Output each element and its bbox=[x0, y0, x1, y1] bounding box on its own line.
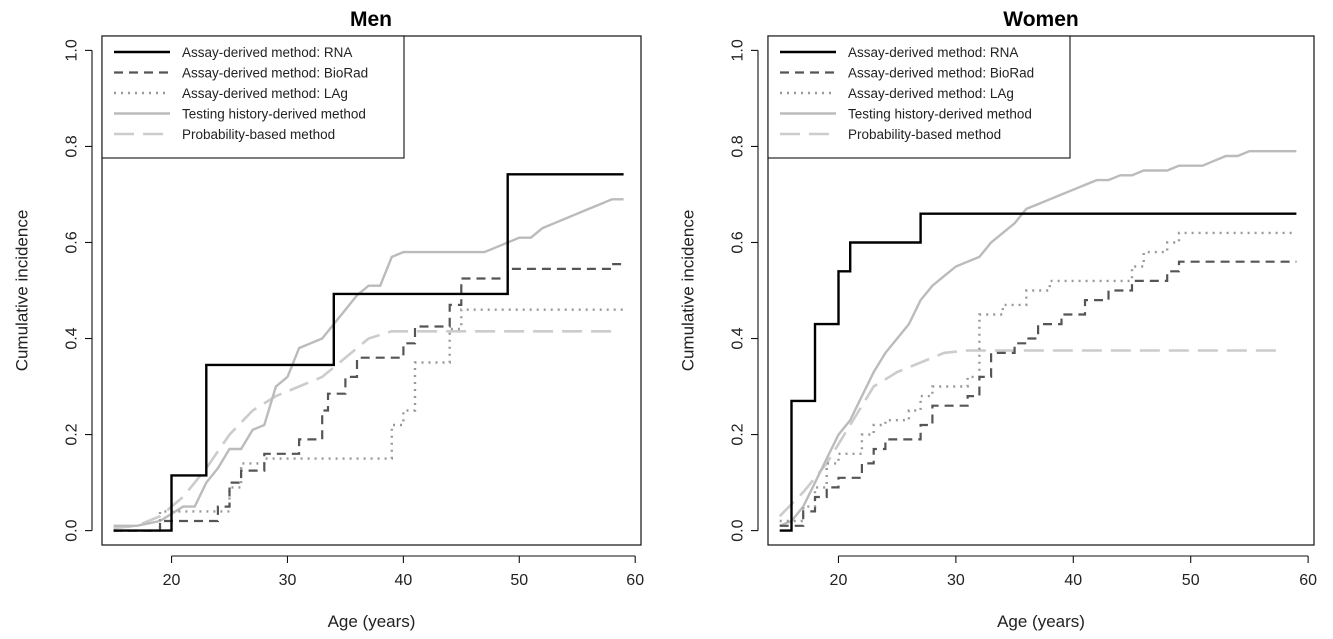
panel-1-y-tick-label: 0.8 bbox=[64, 135, 81, 157]
panel-1-series-line-probability-based-method bbox=[113, 329, 612, 530]
panel-2-y-tick-label: 0.0 bbox=[730, 519, 747, 541]
panel-2-series-line-assay-derived-method-rna bbox=[779, 212, 1297, 532]
panel-1-x-tick-label: 60 bbox=[626, 572, 644, 589]
panel-2-y-tick-label: 1.0 bbox=[730, 39, 747, 61]
panel-1-title: Men bbox=[350, 8, 392, 31]
panel-1-y-tick-label: 0.0 bbox=[64, 519, 81, 541]
panel-2-x-tick-label: 50 bbox=[1182, 572, 1200, 589]
panel-2-legend-label: Assay-derived method: LAg bbox=[848, 86, 1014, 101]
panel-2-legend-box bbox=[767, 35, 1071, 159]
panel-2-y-tick-label: 0.6 bbox=[730, 231, 747, 253]
panel-2-y-tick-label: 0.4 bbox=[730, 327, 747, 349]
panel-1-series-line-testing-history-derived-method bbox=[113, 198, 624, 527]
panel-1-legend-box bbox=[101, 35, 405, 159]
panel-2-series-line-probability-based-method bbox=[778, 349, 1285, 518]
panel-2-x-tick-label: 20 bbox=[830, 572, 848, 589]
panel-2-series-line-assay-derived-method-biorad bbox=[779, 260, 1297, 527]
panel-2-legend-label: Probability-based method bbox=[848, 127, 1001, 142]
panel-2-series-line-testing-history-derived-method bbox=[779, 149, 1297, 527]
panel-2-x-tick-label: 30 bbox=[947, 572, 965, 589]
panel-2-legend-label: Assay-derived method: BioRad bbox=[848, 66, 1034, 81]
panel-2-y-tick-label: 0.2 bbox=[730, 423, 747, 445]
panel-1-y-tick-label: 1.0 bbox=[64, 39, 81, 61]
panel-1-series-line-assay-derived-method-biorad bbox=[113, 261, 625, 532]
panel-1-series-line-assay-derived-method-rna bbox=[113, 173, 624, 532]
panel-1-series-line-assay-derived-method-lag bbox=[113, 308, 624, 532]
panel-1-x-tick-label: 40 bbox=[394, 572, 412, 589]
panel-1-y-tick-label: 0.6 bbox=[64, 231, 81, 253]
panel-2-legend-label: Testing history-derived method bbox=[848, 107, 1032, 122]
panel-2-series-line-assay-derived-method-lag bbox=[779, 231, 1297, 523]
panel-1-legend-label: Assay-derived method: LAg bbox=[182, 86, 348, 101]
panel-1-legend-label: Assay-derived method: BioRad bbox=[182, 66, 368, 81]
panel-1-x-tick-label: 30 bbox=[279, 572, 297, 589]
panel-2-title: Women bbox=[1003, 8, 1078, 31]
panel-1-y-axis-label: Cumulative incidence bbox=[13, 210, 32, 372]
panel-2-x-axis-label: Age (years) bbox=[997, 612, 1085, 631]
panel-1-y-tick-label: 0.4 bbox=[64, 327, 81, 349]
panel-1-legend-label: Testing history-derived method bbox=[182, 107, 366, 122]
panel-2-y-axis-label: Cumulative incidence bbox=[679, 210, 698, 372]
panel-1-x-tick-label: 50 bbox=[510, 572, 528, 589]
panel-1-legend-label: Probability-based method bbox=[182, 127, 335, 142]
panel-1-y-tick-label: 0.2 bbox=[64, 423, 81, 445]
panel-1-x-tick-label: 20 bbox=[163, 572, 181, 589]
panel-2-x-tick-label: 40 bbox=[1064, 572, 1082, 589]
panel-2-legend-label: Assay-derived method: RNA bbox=[848, 45, 1018, 60]
panel-1-legend-label: Assay-derived method: RNA bbox=[182, 45, 352, 60]
panel-2-y-tick-label: 0.8 bbox=[730, 135, 747, 157]
panel-1-x-axis-label: Age (years) bbox=[328, 612, 416, 631]
panel-2-x-tick-label: 60 bbox=[1299, 572, 1317, 589]
